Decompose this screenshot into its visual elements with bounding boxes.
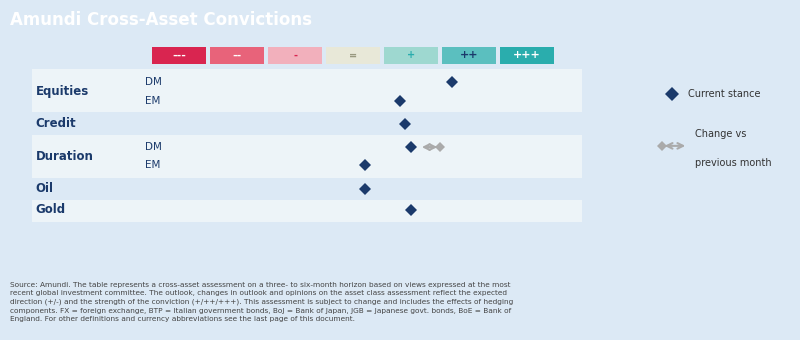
Text: Duration: Duration (36, 150, 94, 163)
Text: previous month: previous month (694, 158, 771, 168)
Text: DM: DM (145, 142, 162, 152)
Text: ++: ++ (460, 50, 478, 60)
Bar (152, 47, 206, 64)
Bar (32, 200, 582, 222)
Bar (268, 47, 322, 64)
Text: ---: --- (172, 50, 186, 60)
Text: Source: Amundi. The table represents a cross-asset assessment on a three- to six: Source: Amundi. The table represents a c… (10, 282, 513, 322)
Text: DM: DM (145, 77, 162, 87)
Bar (210, 47, 264, 64)
Bar (32, 112, 582, 136)
Bar (384, 47, 438, 64)
Bar (326, 47, 380, 64)
Text: -: - (293, 50, 297, 60)
Text: Gold: Gold (36, 203, 66, 216)
Text: Amundi Cross-Asset Convictions: Amundi Cross-Asset Convictions (10, 11, 312, 29)
Text: Current stance: Current stance (688, 89, 761, 100)
Bar (32, 135, 582, 180)
Text: Change vs: Change vs (694, 129, 746, 139)
Bar (442, 47, 496, 64)
Text: Credit: Credit (36, 117, 77, 130)
Text: --: -- (232, 50, 242, 60)
Bar (32, 178, 582, 202)
Bar (32, 69, 582, 113)
Text: EM: EM (145, 96, 160, 106)
Text: EM: EM (145, 160, 160, 170)
Text: Equities: Equities (36, 85, 89, 98)
Text: +++: +++ (514, 50, 541, 60)
Text: +: + (407, 50, 415, 60)
Text: =: = (349, 50, 357, 60)
Text: Oil: Oil (36, 182, 54, 195)
Bar (500, 47, 554, 64)
